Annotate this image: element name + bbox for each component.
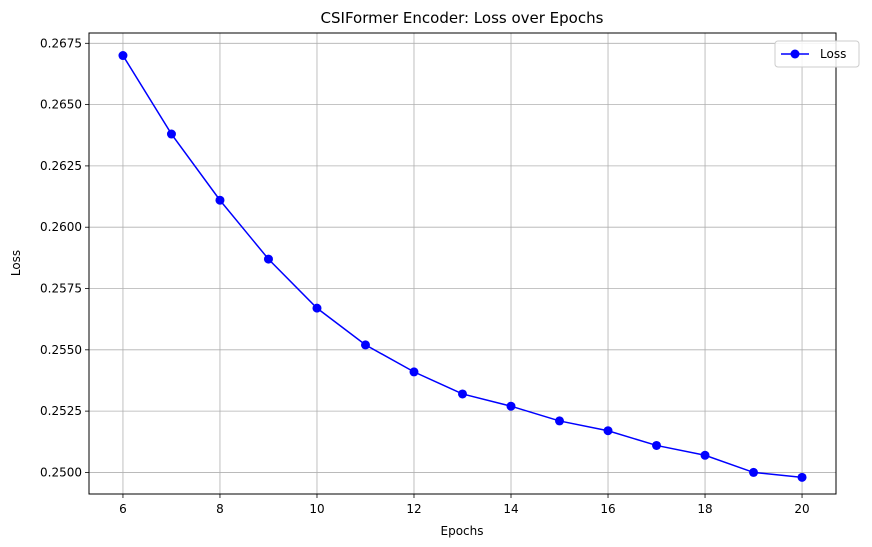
- series-line-loss: [122, 55, 803, 479]
- legend-marker: [790, 49, 800, 59]
- y-tick-label: 0.2600: [40, 220, 82, 234]
- x-tick-label: 12: [406, 502, 421, 516]
- y-axis-label: Loss: [9, 250, 23, 276]
- x-axis-label: Epochs: [441, 524, 484, 538]
- data-point: [797, 472, 807, 482]
- y-tick-label: 0.2650: [40, 98, 82, 112]
- data-point: [312, 303, 322, 313]
- grid: [89, 33, 836, 494]
- x-tick-label: 16: [600, 502, 615, 516]
- x-tick-label: 6: [119, 502, 127, 516]
- data-point: [215, 195, 225, 205]
- legend-box: [774, 40, 860, 68]
- data-point: [506, 401, 516, 411]
- x-tick-label: 10: [309, 502, 324, 516]
- y-tick-label: 0.2675: [40, 36, 82, 50]
- x-tick-label: 14: [503, 502, 518, 516]
- y-tick-label: 0.2525: [40, 404, 82, 418]
- data-point: [555, 416, 565, 426]
- data-point: [458, 389, 467, 399]
- x-tick-label: 18: [697, 502, 712, 516]
- x-tick-label: 8: [216, 502, 224, 516]
- legend: Loss: [774, 40, 860, 68]
- y-tick-label: 0.2575: [40, 282, 82, 296]
- chart-title: CSIFormer Encoder: Loss over Epochs: [321, 9, 604, 27]
- plot-frame: [88, 32, 837, 495]
- y-tick-label: 0.2500: [40, 465, 82, 479]
- series-layer: [118, 51, 807, 482]
- x-tick-label: 20: [794, 502, 809, 516]
- data-point: [749, 467, 759, 477]
- data-point: [166, 129, 176, 139]
- x-axis-ticks: 6 8 10 12 14 16 18 20: [119, 494, 810, 516]
- data-point: [652, 440, 662, 450]
- legend-entry-loss: Loss: [820, 47, 846, 61]
- y-tick-label: 0.2550: [40, 343, 82, 357]
- data-point: [118, 51, 128, 61]
- y-tick-label: 0.2625: [40, 159, 82, 173]
- data-point: [263, 254, 273, 264]
- y-axis-ticks: 0.2500 0.2525 0.2550 0.2575 0.2600 0.2625 0.26…: [40, 36, 89, 479]
- data-point: [700, 450, 710, 460]
- data-point: [603, 426, 613, 436]
- data-point: [360, 340, 370, 350]
- data-point: [409, 367, 419, 377]
